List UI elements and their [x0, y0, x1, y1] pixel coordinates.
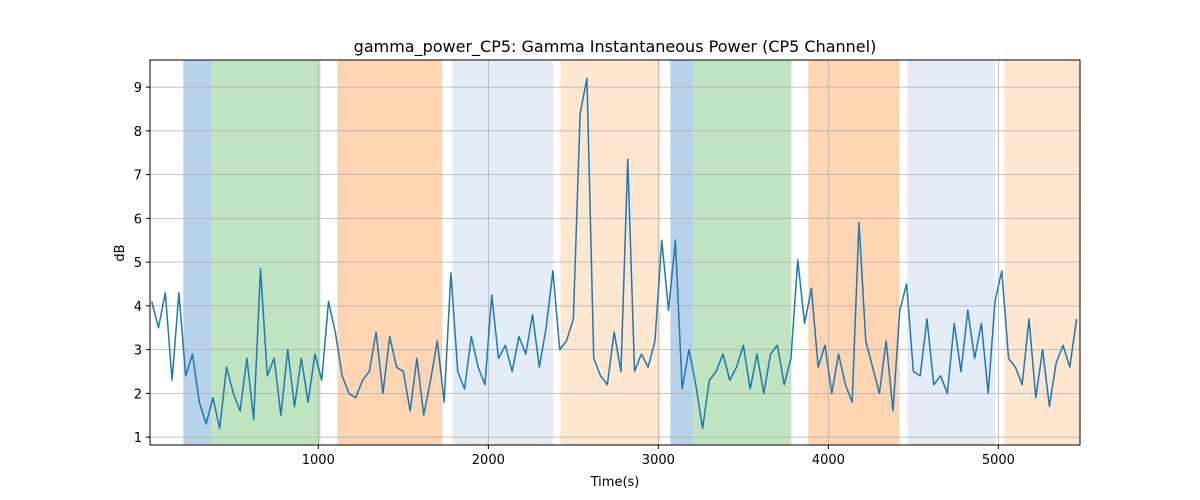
x-tick-label: 2000 — [472, 453, 505, 468]
y-tick-label: 4 — [134, 300, 142, 315]
x-tick-label: 1000 — [302, 453, 335, 468]
shaded-span — [1004, 60, 1080, 445]
x-axis-label: Time(s) — [590, 475, 640, 490]
y-tick-label: 5 — [134, 256, 142, 271]
shaded-span — [907, 60, 996, 445]
x-tick-label: 3000 — [642, 453, 675, 468]
shaded-span — [337, 60, 443, 445]
plot-frame — [149, 59, 1081, 446]
y-tick-label: 6 — [134, 212, 142, 227]
shaded-span — [452, 60, 554, 445]
shaded-span — [183, 60, 212, 445]
x-tick-label: 4000 — [812, 453, 845, 468]
y-tick-label: 1 — [134, 431, 142, 446]
y-tick-label: 7 — [134, 169, 142, 184]
shaded-span — [808, 60, 900, 445]
y-tick-label: 9 — [134, 81, 142, 96]
shaded-span — [670, 60, 694, 445]
x-tick-label: 5000 — [982, 453, 1015, 468]
shaded-span — [211, 60, 321, 445]
y-tick-label: 2 — [134, 387, 142, 402]
y-tick-label: 8 — [134, 125, 142, 140]
chart-title: gamma_power_CP5: Gamma Instantaneous Pow… — [354, 37, 877, 57]
y-tick-label: 3 — [134, 344, 142, 359]
y-axis-label: dB — [113, 244, 128, 261]
shaded-span — [560, 60, 661, 445]
data-line — [150, 77, 1078, 430]
